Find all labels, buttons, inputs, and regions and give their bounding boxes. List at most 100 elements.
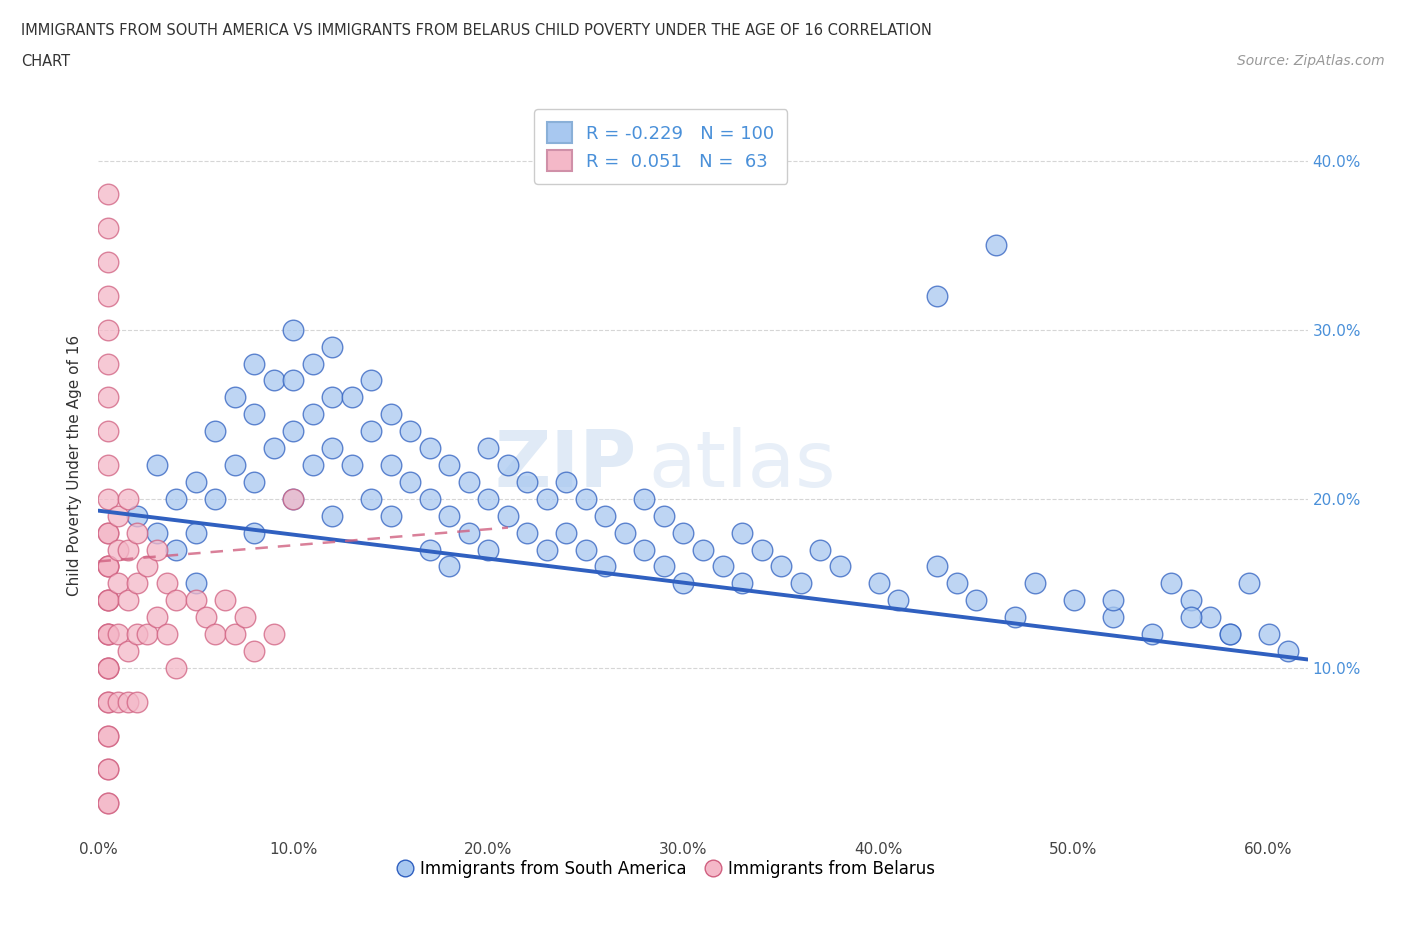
Point <box>97 660 120 675</box>
Point <box>711 559 734 574</box>
Text: ZIP: ZIP <box>495 427 637 503</box>
Point <box>321 509 343 524</box>
Point <box>458 474 481 489</box>
Point <box>595 509 617 524</box>
Point <box>127 509 149 524</box>
Point <box>477 491 499 506</box>
Point <box>672 525 695 540</box>
Text: IMMIGRANTS FROM SOUTH AMERICA VS IMMIGRANTS FROM BELARUS CHILD POVERTY UNDER THE: IMMIGRANTS FROM SOUTH AMERICA VS IMMIGRA… <box>21 23 932 38</box>
Point <box>97 491 120 506</box>
Point <box>117 695 139 710</box>
Point <box>204 424 226 439</box>
Point <box>1180 610 1202 625</box>
Point <box>107 576 129 591</box>
Point <box>97 627 120 642</box>
Point <box>945 576 967 591</box>
Point <box>808 542 831 557</box>
Point <box>156 576 179 591</box>
Point <box>302 356 325 371</box>
Point <box>156 627 179 642</box>
Point <box>340 458 363 472</box>
Point <box>263 627 285 642</box>
Point <box>107 695 129 710</box>
Point <box>380 509 402 524</box>
Point <box>165 542 187 557</box>
Point <box>419 491 441 506</box>
Point <box>516 525 538 540</box>
Point <box>731 576 754 591</box>
Point <box>828 559 851 574</box>
Point <box>97 592 120 607</box>
Point <box>652 559 675 574</box>
Point <box>97 559 120 574</box>
Point <box>380 406 402 421</box>
Point <box>97 424 120 439</box>
Point <box>97 220 120 235</box>
Text: atlas: atlas <box>648 427 837 503</box>
Point <box>184 474 207 489</box>
Point <box>127 627 149 642</box>
Point <box>1199 610 1222 625</box>
Point <box>97 559 120 574</box>
Point <box>146 458 169 472</box>
Point <box>97 592 120 607</box>
Point <box>1101 592 1123 607</box>
Point <box>243 406 266 421</box>
Point <box>1024 576 1046 591</box>
Point <box>243 356 266 371</box>
Point <box>1219 627 1241 642</box>
Point <box>224 458 246 472</box>
Point <box>1160 576 1182 591</box>
Point <box>868 576 890 591</box>
Point <box>224 627 246 642</box>
Point <box>283 491 305 506</box>
Y-axis label: Child Poverty Under the Age of 16: Child Poverty Under the Age of 16 <box>67 335 83 595</box>
Point <box>165 592 187 607</box>
Point <box>97 356 120 371</box>
Point <box>1101 610 1123 625</box>
Point <box>633 542 655 557</box>
Point <box>321 390 343 405</box>
Point <box>184 576 207 591</box>
Point <box>97 627 120 642</box>
Point <box>1140 627 1163 642</box>
Point <box>127 576 149 591</box>
Point <box>97 796 120 811</box>
Point <box>984 238 1007 253</box>
Point <box>204 491 226 506</box>
Point <box>789 576 811 591</box>
Point <box>97 695 120 710</box>
Point <box>233 610 256 625</box>
Point <box>595 559 617 574</box>
Point <box>146 525 169 540</box>
Point <box>477 441 499 456</box>
Point <box>1063 592 1085 607</box>
Point <box>321 339 343 354</box>
Text: Source: ZipAtlas.com: Source: ZipAtlas.com <box>1237 54 1385 68</box>
Point <box>97 660 120 675</box>
Point <box>283 373 305 388</box>
Point <box>243 644 266 658</box>
Point <box>97 525 120 540</box>
Point <box>360 491 382 506</box>
Point <box>360 424 382 439</box>
Point <box>283 323 305 338</box>
Point <box>672 576 695 591</box>
Point <box>769 559 792 574</box>
Point <box>692 542 714 557</box>
Point <box>97 458 120 472</box>
Point <box>633 491 655 506</box>
Point <box>243 474 266 489</box>
Point <box>97 660 120 675</box>
Point <box>214 592 236 607</box>
Point <box>117 592 139 607</box>
Point <box>97 255 120 270</box>
Point <box>97 762 120 777</box>
Point <box>97 390 120 405</box>
Text: CHART: CHART <box>21 54 70 69</box>
Point <box>477 542 499 557</box>
Point <box>925 288 948 303</box>
Point <box>360 373 382 388</box>
Point <box>165 491 187 506</box>
Point <box>496 509 519 524</box>
